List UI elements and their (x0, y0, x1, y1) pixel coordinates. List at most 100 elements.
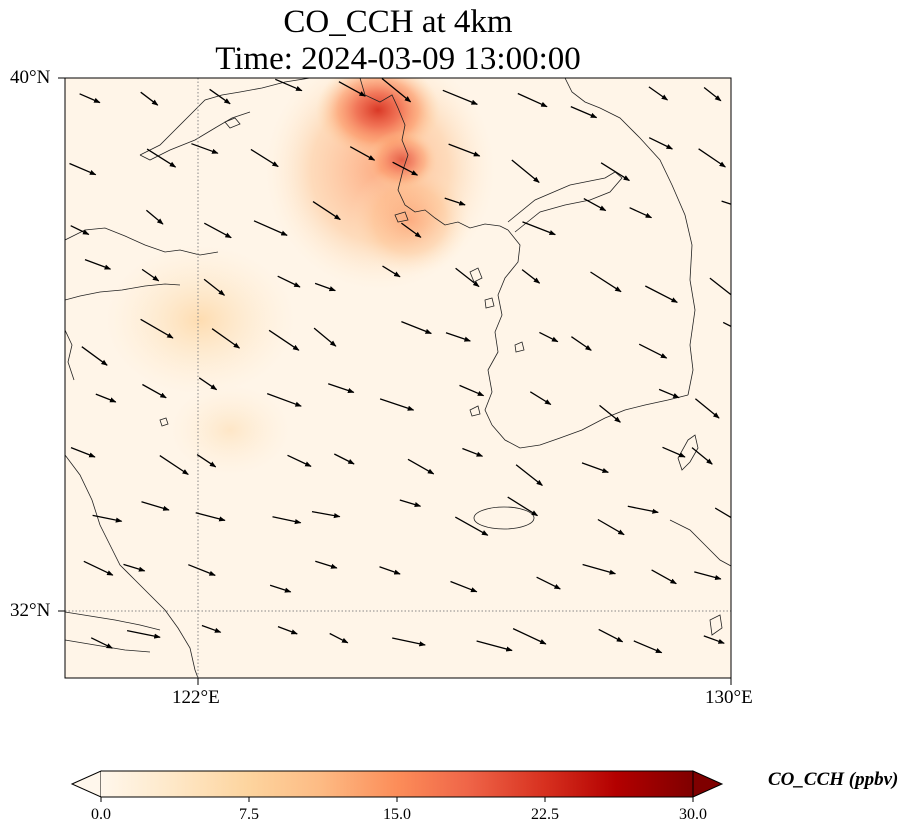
wind-arrow (379, 566, 401, 575)
colorbar-extend-max (692, 770, 724, 798)
wind-arrow (70, 446, 96, 458)
wind-arrow (188, 564, 216, 577)
wind-arrow (312, 201, 341, 221)
wind-arrow (253, 220, 288, 236)
wind-arrow (141, 268, 160, 282)
wind-arrow (327, 383, 355, 394)
wind-arrow (69, 162, 97, 176)
wind-arrow (379, 398, 415, 411)
wind-arrow (159, 455, 189, 476)
wind-arrow (334, 453, 355, 465)
wind-arrow (694, 398, 720, 419)
coastlines (65, 78, 731, 678)
wind-arrow (314, 282, 336, 292)
chart-title: CO_CCH at 4km (283, 4, 513, 40)
wind-arrow (141, 501, 170, 511)
wind-arrow (582, 563, 617, 575)
wind-arrow (90, 637, 113, 649)
wind-arrow (338, 81, 366, 97)
wind-arrow (597, 518, 625, 536)
wind-arrow (517, 92, 548, 108)
colorbar-tick-0: 0.0 (91, 806, 111, 823)
wind-arrow (201, 624, 222, 633)
wind-arrow (329, 632, 349, 644)
wind-arrow (583, 198, 607, 212)
wind-arrow (313, 327, 337, 347)
wind-arrow (462, 447, 484, 457)
wind-arrow (694, 571, 722, 581)
wind-arrow (515, 464, 543, 487)
colorbar-tick-4: 30.0 (679, 806, 707, 823)
wind-arrow (633, 640, 663, 654)
wind-arrow (382, 265, 401, 278)
colorbar-extend-min (70, 770, 102, 798)
wind-arrow (598, 628, 624, 643)
wind-arrow (648, 86, 669, 101)
wind-arrow (287, 454, 312, 467)
wind-arrow (211, 328, 241, 349)
axis-ticks (58, 77, 732, 685)
colorbar-label: CO_CCH (ppbv) (768, 769, 899, 790)
wind-arrow (714, 507, 731, 522)
wind-vectors (69, 78, 731, 654)
wind-arrow (638, 343, 668, 359)
wind-arrow (507, 496, 539, 517)
wind-arrow (266, 392, 302, 407)
wind-arrow (95, 393, 117, 403)
wind-arrow (250, 148, 279, 168)
wind-arrow (381, 78, 412, 103)
wind-arrow (698, 148, 726, 168)
wind-arrow (349, 146, 376, 161)
wind-arrow (401, 320, 432, 335)
wind-arrow (92, 514, 123, 523)
wind-arrow (445, 332, 471, 342)
wind-arrow (83, 560, 114, 576)
wind-arrow (444, 197, 466, 206)
wind-arrow (703, 86, 722, 102)
wind-arrow (84, 258, 112, 270)
wind-arrow (590, 271, 622, 293)
wind-arrow (407, 458, 435, 475)
wind-arrow (140, 91, 159, 106)
wind-arrow (269, 584, 292, 593)
wind-arrow (629, 207, 653, 219)
wind-arrow (651, 569, 677, 585)
map-frame (64, 77, 732, 679)
lon-label-130e: 130°E (705, 687, 753, 708)
wind-arrow (195, 512, 226, 522)
wind-arrow (581, 462, 609, 474)
wind-arrow (571, 336, 592, 351)
wind-arrow (196, 454, 217, 468)
wind-arrow (399, 499, 422, 508)
wind-arrow (142, 383, 167, 399)
wind-arrow (203, 222, 232, 239)
wind-arrow (70, 225, 90, 236)
wind-arrow (455, 267, 480, 288)
wind-arrow (81, 346, 108, 366)
wind-arrow (401, 222, 422, 238)
wind-arrow (658, 388, 680, 399)
wind-arrow (209, 88, 231, 105)
colorbar-tick-1: 7.5 (239, 806, 259, 823)
wind-arrow (191, 143, 219, 154)
wind-arrow (454, 516, 489, 536)
colorbar-tick-2: 15.0 (383, 806, 411, 823)
wind-arrow (315, 560, 338, 569)
wind-arrow (126, 629, 161, 639)
wind-arrow (459, 384, 485, 397)
wind-arrow (570, 106, 598, 119)
chart-subtitle-time: Time: 2024-03-09 13:00:00 (215, 41, 581, 77)
wind-arrow (146, 148, 177, 168)
wind-arrow (662, 446, 686, 458)
wind-arrow (277, 625, 298, 635)
wind-arrow (522, 221, 556, 236)
wind-arrow (476, 640, 513, 652)
wind-arrow (450, 580, 478, 593)
wind-arrow (691, 447, 713, 465)
wind-arrow (392, 161, 419, 176)
wind-arrow (709, 277, 731, 300)
wind-arrow (123, 563, 146, 572)
wind-arrow (79, 93, 101, 104)
wind-arrow (539, 331, 559, 343)
colorbar-tick-3: 22.5 (531, 806, 559, 823)
